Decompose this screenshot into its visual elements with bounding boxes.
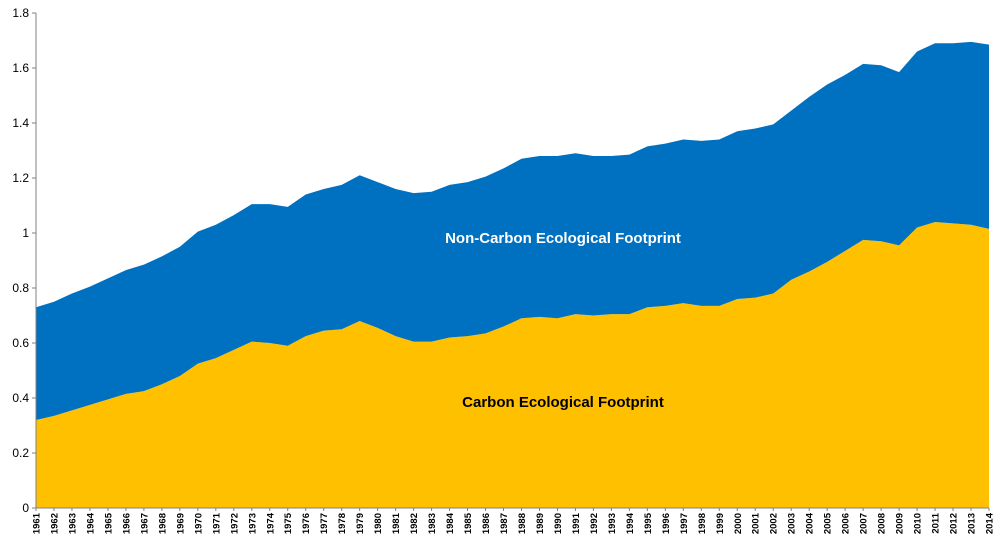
x-tick-label: 1974 <box>265 512 276 534</box>
x-tick-label: 1988 <box>517 513 528 534</box>
x-tick-label: 2004 <box>805 512 816 534</box>
x-tick-label: 2006 <box>841 513 852 534</box>
y-tick-label: 0.2 <box>12 446 29 460</box>
x-tick-label: 1984 <box>445 512 456 534</box>
series-label-non-carbon: Non-Carbon Ecological Footprint <box>445 230 681 247</box>
y-tick-label: 1.6 <box>12 61 29 75</box>
x-tick-label: 1976 <box>301 513 312 534</box>
x-tick-label: 2010 <box>913 513 924 534</box>
x-tick-label: 1967 <box>139 513 150 534</box>
x-tick-label: 1965 <box>103 512 114 534</box>
x-tick-label: 2012 <box>949 513 960 534</box>
x-tick-label: 1993 <box>607 513 618 534</box>
x-tick-label: 1992 <box>589 513 600 534</box>
x-tick-label: 1973 <box>247 513 258 534</box>
x-axis: 1961 1962 1963 1964 1965 1966 1967 1968 1969 1970… <box>32 507 996 534</box>
x-tick-label: 2000 <box>733 513 744 534</box>
x-tick-label: 2003 <box>787 513 798 534</box>
x-tick-label: 1966 <box>121 513 132 534</box>
x-tick-label: 1978 <box>337 513 348 534</box>
x-tick-label: 1975 <box>283 512 294 534</box>
x-tick-label: 1983 <box>427 513 438 534</box>
x-tick-label: 1981 <box>391 512 402 534</box>
x-tick-label: 1972 <box>229 513 240 534</box>
x-tick-label: 1961 <box>32 512 43 534</box>
x-tick-label: 1989 <box>535 513 546 534</box>
x-tick-label: 1991 <box>571 512 582 534</box>
x-tick-label: 1995 <box>643 512 654 534</box>
x-tick-label: 2011 <box>931 512 942 533</box>
series-label-carbon: Carbon Ecological Footprint <box>462 394 664 411</box>
y-tick-label: 1.2 <box>12 171 29 185</box>
x-tick-label: 1982 <box>409 513 420 534</box>
x-tick-label: 2009 <box>895 513 906 534</box>
x-tick-label: 2014 <box>985 512 996 534</box>
area-series-group <box>36 41 989 508</box>
x-tick-label: 1985 <box>463 512 474 534</box>
y-tick-label: 0.8 <box>12 281 29 295</box>
x-tick-label: 1999 <box>715 513 726 534</box>
x-tick-label: 1968 <box>157 513 168 534</box>
x-tick-label: 1987 <box>499 513 510 534</box>
x-tick-label: 2013 <box>967 513 978 534</box>
y-tick-label: 0 <box>22 501 29 515</box>
y-tick-label: 1.4 <box>12 116 29 130</box>
x-tick-label: 1996 <box>661 513 672 534</box>
y-tick-label: 1.8 <box>12 6 29 20</box>
x-tick-label: 1970 <box>193 513 204 534</box>
x-tick-label: 1963 <box>67 513 78 534</box>
x-tick-label: 1980 <box>373 513 384 534</box>
x-tick-label: 1990 <box>553 513 564 534</box>
x-tick-label: 2002 <box>769 513 780 534</box>
x-tick-label: 1977 <box>319 513 330 534</box>
x-tick-label: 1971 <box>211 512 222 534</box>
y-axis: 0 0.2 0.4 0.6 0.8 1 1.2 1.4 1.6 1.8 <box>12 6 37 515</box>
x-tick-label: 1997 <box>679 513 690 534</box>
x-tick-label: 1979 <box>355 513 366 534</box>
y-tick-label: 0.6 <box>12 336 29 350</box>
x-tick-label: 1969 <box>175 513 186 534</box>
x-tick-label: 2007 <box>859 513 870 534</box>
x-tick-label: 2008 <box>877 513 888 534</box>
x-tick-label: 1986 <box>481 513 492 534</box>
area-carbon-ecological-footprint <box>36 222 989 508</box>
area-non-carbon-ecological-footprint <box>36 41 989 420</box>
x-tick-label: 2005 <box>823 512 834 534</box>
x-tick-label: 1998 <box>697 513 708 534</box>
y-tick-label: 0.4 <box>12 391 29 405</box>
x-tick-label: 2001 <box>751 512 762 534</box>
x-tick-label: 1962 <box>49 513 60 534</box>
x-tick-label: 1994 <box>625 512 636 534</box>
x-tick-label: 1964 <box>85 512 96 534</box>
y-tick-label: 1 <box>22 226 29 240</box>
